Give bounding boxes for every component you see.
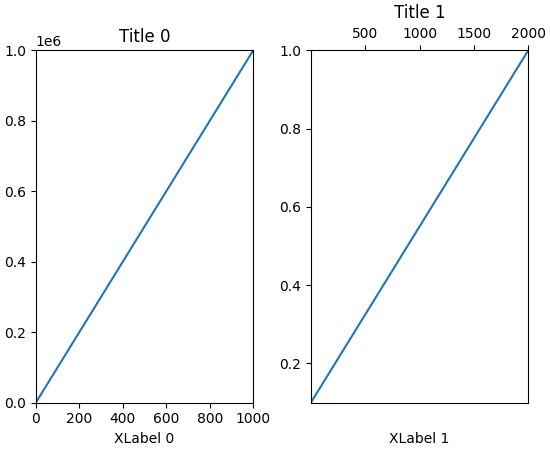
Title: Title 1: Title 1 xyxy=(394,4,446,22)
X-axis label: XLabel 1: XLabel 1 xyxy=(389,432,450,446)
X-axis label: XLabel 0: XLabel 0 xyxy=(114,432,175,446)
Title: Title 0: Title 0 xyxy=(119,28,170,46)
